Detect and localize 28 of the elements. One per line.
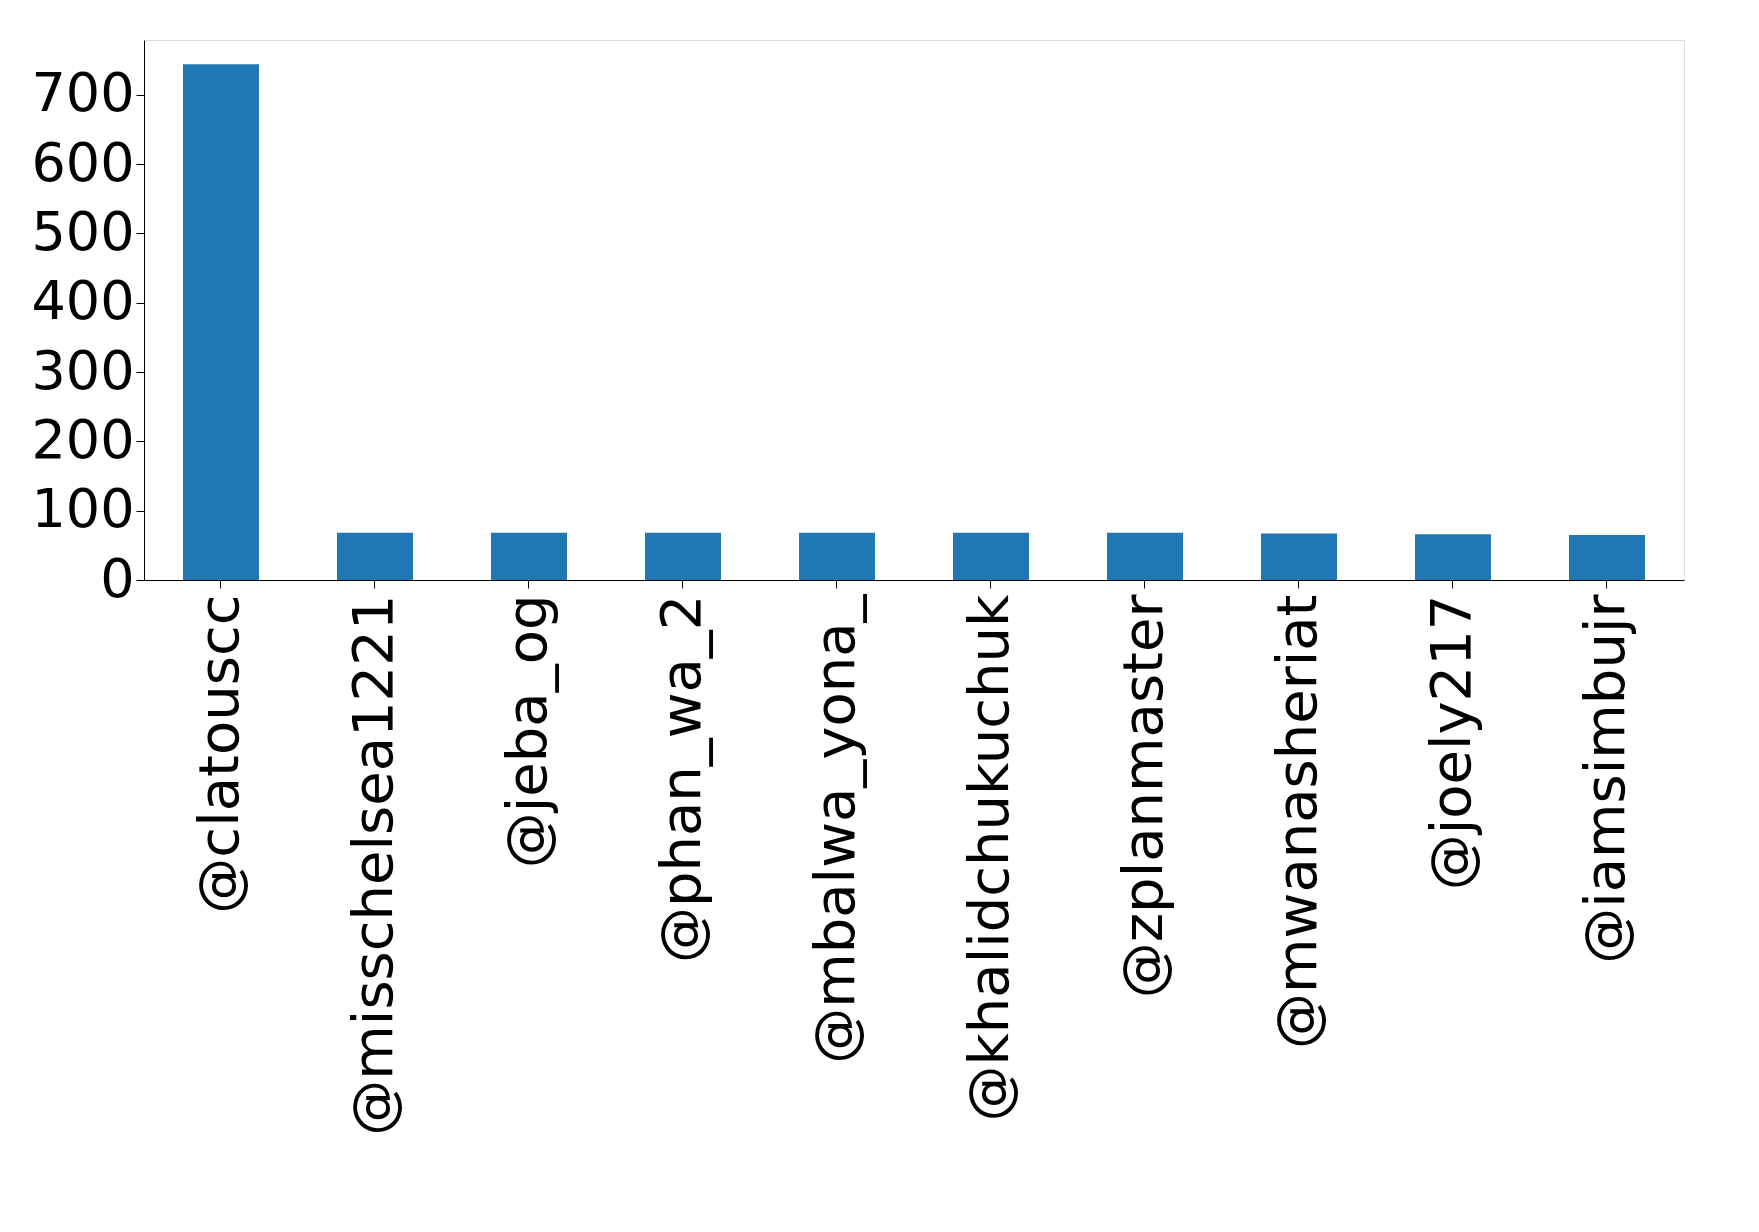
x-tick-label: @jeba_og	[494, 594, 559, 869]
x-tick-label: @khalidchukuchuk	[956, 593, 1021, 1122]
y-tick-label: 300	[31, 338, 135, 402]
y-tick-label: 400	[31, 269, 135, 333]
x-tick-label: @zplanmaster	[1110, 593, 1175, 999]
bar	[1261, 533, 1337, 580]
y-tick-label: 500	[31, 199, 135, 263]
x-tick-label: @mwanasheriat	[1264, 594, 1329, 1049]
y-tick-label: 100	[31, 477, 135, 541]
x-tick-label: @mbalwa_yona_	[802, 593, 867, 1064]
bar	[1107, 532, 1183, 580]
bar	[183, 64, 259, 580]
y-tick-label: 200	[31, 407, 135, 471]
bar	[953, 532, 1029, 580]
bar	[799, 532, 875, 580]
x-tick-label: @misschelsea1221	[340, 594, 405, 1136]
y-tick-label: 600	[31, 130, 135, 194]
x-tick-label: @iamsimbujr	[1572, 593, 1637, 964]
bar	[1415, 534, 1491, 580]
x-tick-label: @clatouscc	[186, 594, 251, 914]
y-tick-label: 0	[100, 546, 135, 610]
x-tick-label: @phan_wa_2	[648, 594, 713, 964]
bar	[645, 532, 721, 580]
bar	[1569, 534, 1645, 580]
bar	[337, 532, 413, 580]
bar	[491, 532, 567, 580]
x-tick-label: @joely217	[1418, 594, 1483, 891]
y-tick-label: 700	[31, 61, 135, 125]
